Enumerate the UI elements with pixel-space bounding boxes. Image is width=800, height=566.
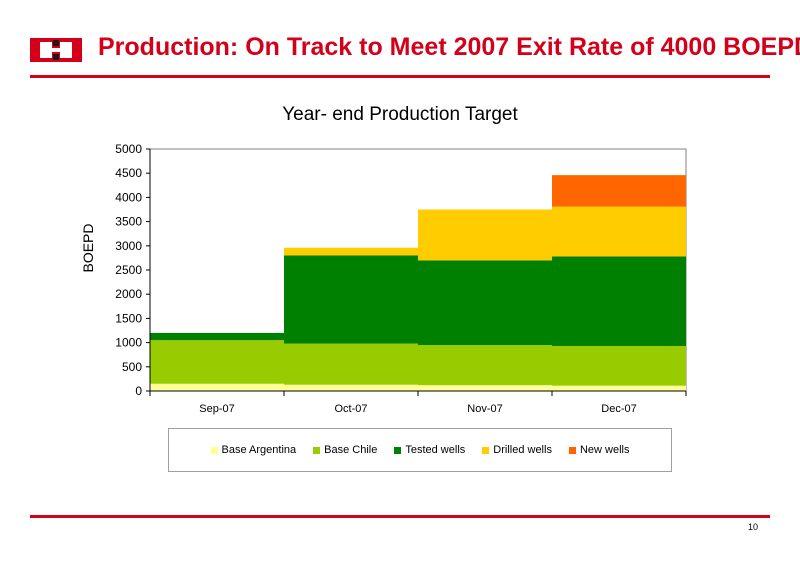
x-tick-label: Nov-07: [467, 403, 502, 415]
bar-base-chile-oct-07: [284, 343, 418, 385]
legend-item: Base Chile: [313, 444, 377, 456]
bar-base-argentina-dec-07: [552, 385, 686, 391]
chart-title: Year- end Production Target: [282, 104, 518, 125]
bar-drilled-wells-nov-07: [418, 209, 552, 261]
bar-base-argentina-oct-07: [284, 384, 418, 391]
legend-label: Base Argentina: [221, 444, 297, 456]
bar-new-wells-dec-07: [552, 175, 686, 207]
legend-item: Tested wells: [394, 444, 465, 456]
legend-label: Drilled wells: [493, 444, 552, 456]
legend-item: Base Argentina: [210, 444, 297, 456]
y-tick-label: 3500: [115, 215, 142, 229]
y-tick-label: 5000: [115, 142, 142, 156]
bar-tested-wells-oct-07: [284, 255, 418, 344]
bar-tested-wells-sep-07: [150, 332, 284, 341]
y-tick-label: 2000: [115, 287, 142, 301]
x-tick-label: Dec-07: [601, 403, 636, 415]
legend-label: Tested wells: [405, 444, 466, 456]
y-tick-label: 500: [122, 360, 142, 374]
chart-legend: Base Argentina Base Chile Tested wells Dril…: [168, 428, 672, 472]
slide-title: Production: On Track to Meet 2007 Exit R…: [98, 33, 800, 61]
x-tick-label: Sep-07: [199, 403, 234, 415]
legend-swatch: [313, 446, 321, 454]
bar-base-argentina-nov-07: [418, 385, 552, 391]
bar-base-chile-nov-07: [418, 345, 552, 386]
legend-swatch: [394, 446, 402, 454]
bar-tested-wells-dec-07: [552, 256, 686, 346]
x-tick-label: Oct-07: [334, 403, 367, 415]
page-number: 10: [747, 522, 758, 532]
legend-swatch: [482, 446, 490, 454]
bar-drilled-wells-dec-07: [552, 206, 686, 257]
legend-swatch: [210, 446, 218, 454]
legend-label: New wells: [579, 444, 630, 456]
header-divider: [30, 75, 770, 78]
y-tick-label: 2500: [115, 263, 142, 277]
legend-label: Base Chile: [324, 444, 378, 456]
y-tick-label: 1500: [115, 311, 142, 325]
y-axis-label: BOEPD: [80, 223, 96, 272]
y-tick-label: 0: [135, 384, 142, 398]
bar-tested-wells-nov-07: [418, 260, 552, 346]
y-tick-label: 4000: [115, 190, 142, 204]
legend-item: Drilled wells: [482, 444, 552, 456]
bar-base-argentina-sep-07: [150, 383, 284, 391]
bar-base-chile-dec-07: [552, 345, 686, 386]
bar-drilled-wells-oct-07: [284, 247, 418, 256]
legend-swatch: [568, 446, 576, 454]
legend-item: New wells: [568, 444, 630, 456]
bar-base-chile-sep-07: [150, 340, 284, 384]
y-tick-label: 3000: [115, 239, 142, 253]
y-tick-label: 4500: [115, 166, 142, 180]
slide-header: Production: On Track to Meet 2007 Exit R…: [0, 0, 800, 80]
y-tick-label: 1000: [115, 336, 142, 350]
footer-divider: [30, 515, 770, 518]
company-logo-icon: [30, 38, 82, 62]
